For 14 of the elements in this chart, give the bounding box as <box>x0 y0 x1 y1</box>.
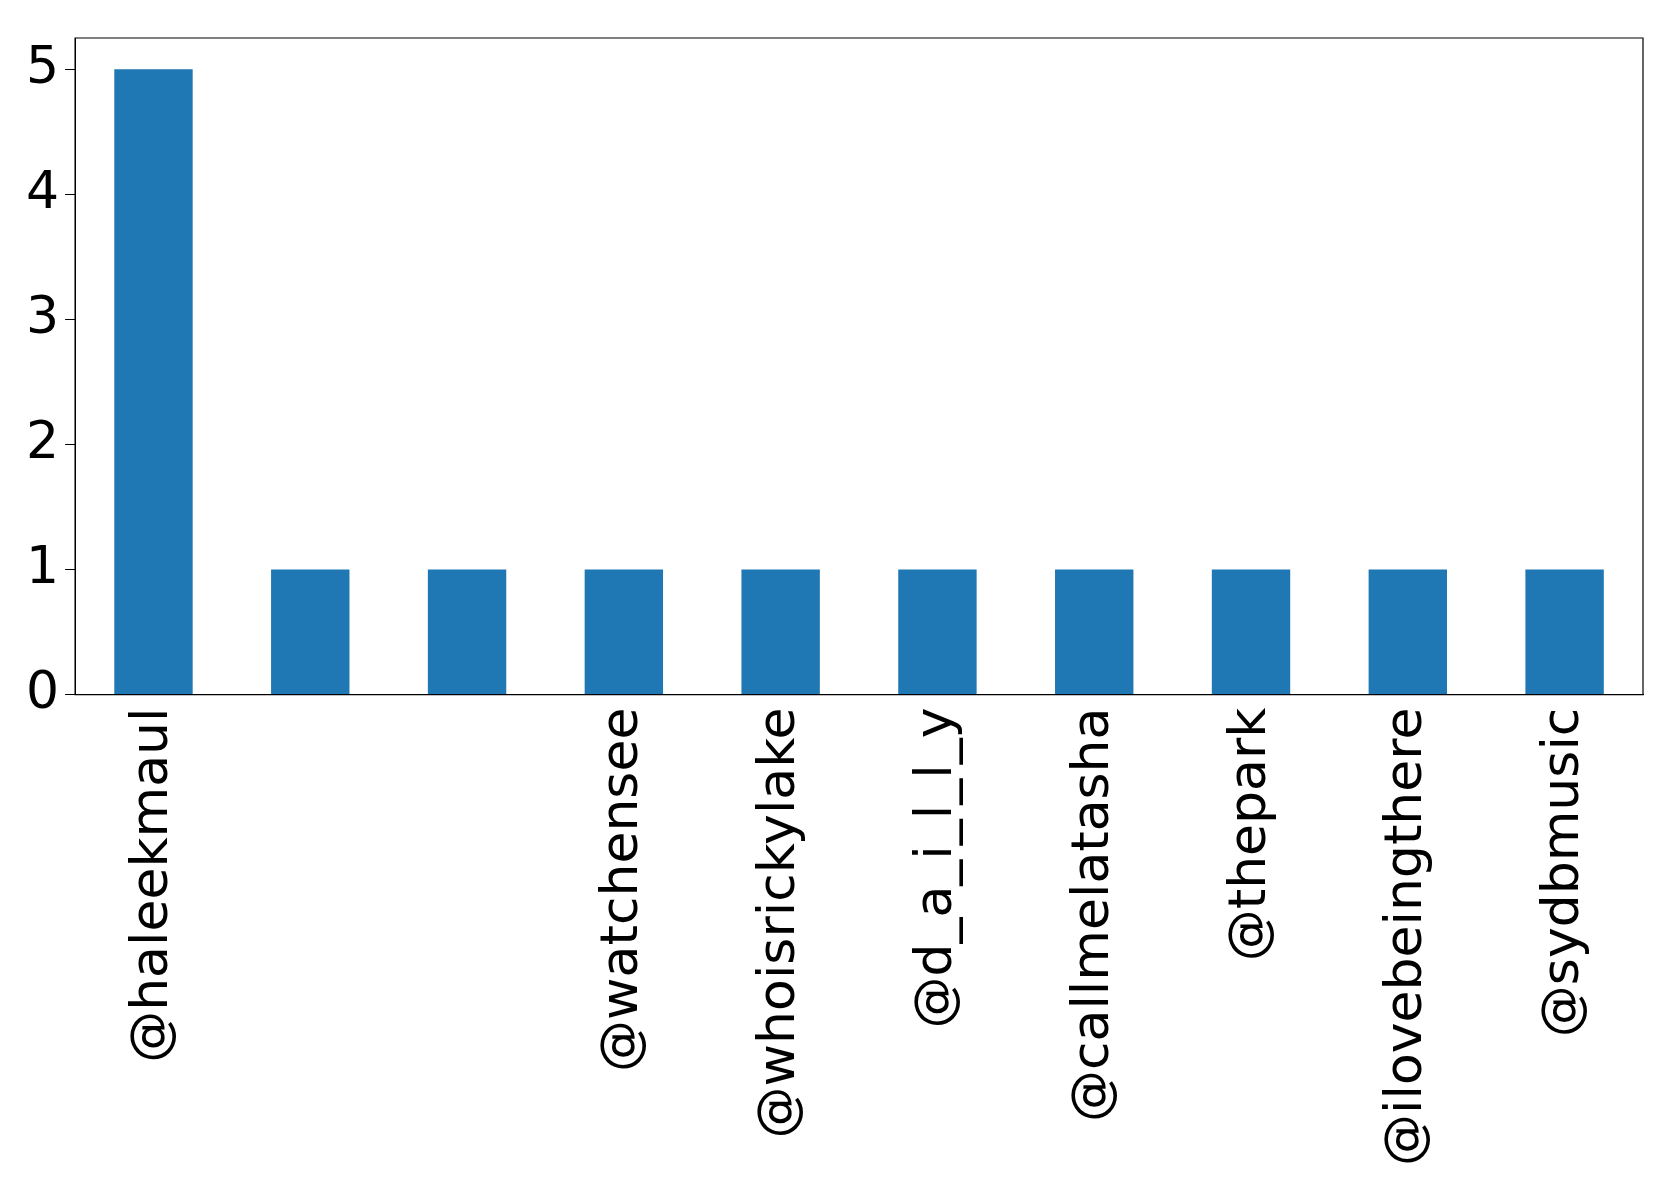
x-tick-label: @d_a_i_l_l_y <box>902 707 963 1029</box>
y-tick-label: 3 <box>25 284 60 345</box>
y-tick-label: 5 <box>25 34 60 95</box>
y-tick-label: 1 <box>25 535 60 596</box>
x-tick-label: @whoisrickylake <box>746 707 807 1139</box>
x-tick-label: @haleekmaul <box>119 707 179 1063</box>
x-tick-label: @thepark <box>1216 707 1277 962</box>
y-tick-label: 4 <box>25 159 60 220</box>
x-tick-label: @callmelatasha <box>1059 707 1120 1123</box>
y-tick-label: 2 <box>25 409 60 470</box>
x-tick-label: @ilovebeingthere <box>1373 707 1434 1166</box>
x-tick-label: @watchensee <box>589 707 650 1072</box>
x-tick-label: @sydbmusic <box>1530 707 1591 1038</box>
y-tick-label: 0 <box>25 660 60 721</box>
